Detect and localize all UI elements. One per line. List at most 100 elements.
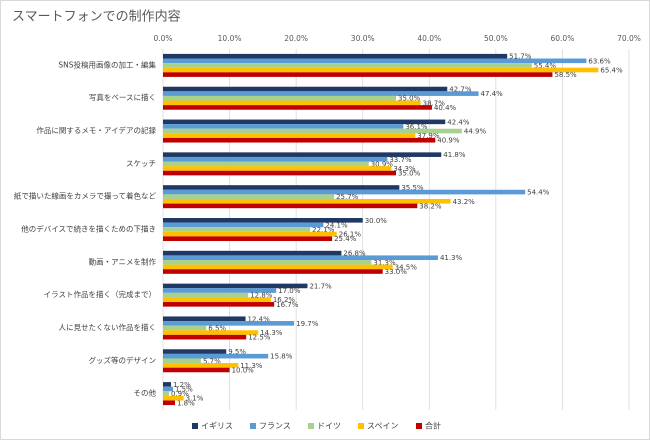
x-tick-label: 0.0%: [153, 34, 172, 43]
value-label: 34.5%: [395, 263, 418, 271]
value-label: 38.7%: [423, 99, 446, 107]
value-label: 14.3%: [260, 329, 283, 337]
value-label: 17.0%: [278, 287, 301, 295]
bar: [163, 358, 201, 364]
value-label: 12.4%: [248, 315, 271, 323]
bar: [163, 260, 372, 265]
y-tick-label: イラスト作品を描く（完成まで）: [44, 289, 156, 299]
value-label: 10.0%: [232, 366, 255, 374]
bar: [163, 218, 363, 223]
value-label: 24.1%: [325, 221, 348, 229]
legend-label: イギリス: [201, 422, 233, 431]
y-tick-label: 紙で描いた線画をカメラで撮って着色など: [14, 191, 157, 201]
bar: [163, 236, 333, 241]
value-label: 25.7%: [336, 193, 359, 201]
bar: [163, 363, 239, 368]
value-label: 63.6%: [588, 57, 611, 65]
bar: [163, 198, 451, 204]
value-label: 40.9%: [437, 137, 460, 145]
bar: [163, 86, 448, 92]
x-tick-label: 40.0%: [417, 34, 441, 43]
value-label: 26.8%: [343, 250, 366, 258]
bar: [163, 334, 247, 340]
value-label: 43.2%: [453, 198, 476, 206]
bar: [163, 119, 446, 125]
bar: [163, 391, 169, 396]
bar: [163, 170, 396, 176]
bar: [163, 72, 553, 77]
value-label: 41.3%: [440, 254, 463, 262]
bar: [163, 100, 421, 106]
value-label: 16.7%: [276, 301, 299, 309]
bar: [163, 250, 342, 256]
bar: [163, 349, 227, 354]
legend-swatch: [358, 423, 364, 429]
bar: [163, 353, 269, 359]
bar: [163, 231, 337, 237]
bar: [163, 283, 308, 289]
y-tick-label: その他: [134, 388, 157, 398]
value-label: 55.4%: [534, 62, 557, 70]
value-label: 3.1%: [186, 395, 204, 403]
value-label: 12.5%: [248, 334, 271, 342]
value-label: 25.4%: [334, 235, 357, 243]
bar: [163, 67, 599, 73]
value-label: 36.1%: [405, 123, 428, 131]
bar: [163, 367, 230, 373]
bar: [163, 330, 259, 335]
value-label: 16.2%: [273, 296, 296, 304]
bar: [163, 316, 246, 322]
bar: [163, 203, 418, 209]
bar: [163, 264, 393, 270]
bar: [163, 137, 436, 143]
value-label: 33.0%: [385, 268, 408, 276]
value-label: 51.7%: [509, 53, 532, 61]
bar: [163, 302, 275, 307]
value-label: 19.7%: [296, 320, 319, 328]
bar: [163, 185, 400, 190]
x-tick-label: 70.0%: [617, 34, 641, 43]
bar: [163, 382, 171, 387]
value-label: 1.2%: [173, 381, 191, 389]
bar: [163, 321, 295, 326]
bar: [163, 269, 383, 274]
bar: [163, 63, 532, 68]
y-tick-label: SNS投稿用画像の加工・編集: [58, 59, 156, 69]
value-label: 15.8%: [270, 353, 293, 361]
bar: [163, 53, 508, 59]
bar: [163, 166, 392, 171]
bar: [163, 161, 369, 167]
value-label: 54.4%: [527, 189, 550, 197]
bar: [163, 325, 207, 331]
y-tick-label: 作品に関するメモ・アイデアの記録: [36, 125, 156, 135]
legend-label: スペイン: [367, 422, 398, 431]
x-tick-label: 20.0%: [284, 34, 308, 43]
value-label: 6.5%: [208, 324, 226, 332]
value-label: 42.7%: [449, 86, 472, 94]
y-tick-label: 人に見せたくない作品を描く: [59, 322, 157, 332]
bar: [163, 105, 432, 110]
value-label: 1.5%: [175, 385, 193, 393]
bar: [163, 297, 271, 303]
legend-swatch: [250, 423, 256, 429]
legend-label: 合計: [425, 421, 441, 431]
bar: [163, 189, 526, 195]
bar: [163, 395, 184, 401]
value-label: 38.2%: [419, 202, 442, 210]
value-label: 0.9%: [171, 390, 189, 398]
value-label: 40.4%: [434, 104, 457, 112]
y-tick-label: グッズ等のデザイン: [89, 355, 157, 365]
value-label: 35.0%: [398, 170, 421, 178]
bar: [163, 222, 324, 228]
value-label: 30.0%: [365, 217, 388, 225]
x-tick-label: 30.0%: [351, 34, 375, 43]
value-label: 44.9%: [464, 128, 487, 136]
legend-swatch: [308, 423, 314, 429]
bar: [163, 133, 416, 138]
bar: [163, 91, 479, 96]
bar: [163, 292, 249, 298]
value-label: 42.4%: [447, 118, 470, 126]
value-label: 9.5%: [228, 348, 246, 356]
bar: [163, 152, 442, 157]
legend-label: ドイツ: [317, 422, 341, 431]
